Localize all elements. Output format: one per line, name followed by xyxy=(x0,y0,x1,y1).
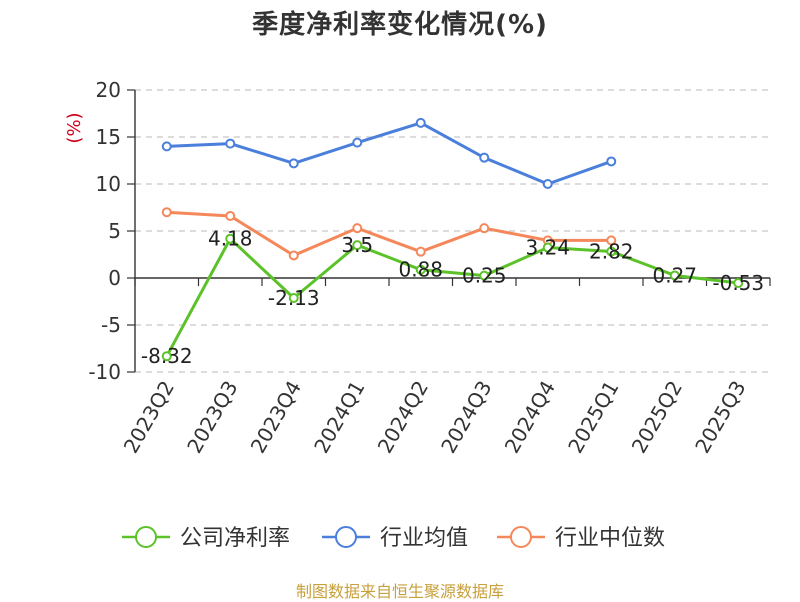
legend-swatch-marker xyxy=(510,526,532,548)
data-point xyxy=(479,223,490,234)
data-point xyxy=(161,351,172,362)
y-tick-label: -10 xyxy=(88,360,121,384)
data-label: -0.53 xyxy=(712,271,764,295)
x-tick-label: 2023Q2 xyxy=(119,377,179,458)
data-point xyxy=(606,156,617,167)
series-line-2 xyxy=(166,210,612,257)
data-label: 3.5 xyxy=(341,233,373,257)
source-footer: 制图数据来自恒生聚源数据库 xyxy=(295,582,504,601)
y-tick-label: 5 xyxy=(108,219,121,243)
x-tick-label: 2025Q2 xyxy=(627,377,687,458)
data-label: -8.32 xyxy=(141,344,193,368)
y-tick-label: 0 xyxy=(108,266,121,290)
x-tick-label: 2024Q4 xyxy=(500,377,560,458)
chart-title: 季度净利率变化情况(%) xyxy=(252,10,548,40)
x-tick-label: 2025Q3 xyxy=(690,377,750,458)
data-label: 3.24 xyxy=(525,236,570,260)
y-tick-label: 15 xyxy=(96,125,121,149)
x-tick-label: 2025Q1 xyxy=(563,377,623,458)
data-point xyxy=(161,141,172,152)
data-point xyxy=(352,223,363,234)
legend: 公司净利率 行业均值 行业中位数 xyxy=(122,526,665,551)
data-point xyxy=(606,246,617,257)
data-point xyxy=(225,138,236,149)
series-line-1 xyxy=(166,121,612,186)
legend-label: 行业中位数 xyxy=(555,526,665,551)
series-line-0 xyxy=(165,237,739,357)
y-tick-label: 20 xyxy=(96,78,121,102)
series xyxy=(161,117,744,362)
data-point xyxy=(415,264,426,275)
data-labels: -8.32 4.18 -2.13 3.5 0.88 0.25 3.24 2.82 0.27 -0.… xyxy=(141,227,764,369)
data-point xyxy=(352,240,363,251)
data-point xyxy=(479,152,490,163)
x-tick-label: 2024Q1 xyxy=(309,377,369,458)
grid-lines xyxy=(135,89,770,373)
data-label: 2.82 xyxy=(589,239,634,263)
legend-item-2: 行业中位数 xyxy=(497,526,665,551)
data-point xyxy=(288,293,299,304)
legend-swatch-marker xyxy=(335,526,357,548)
data-label: -2.13 xyxy=(268,286,320,310)
legend-label: 行业均值 xyxy=(380,526,468,551)
data-point xyxy=(415,246,426,257)
data-point xyxy=(225,233,236,244)
y-axis-label: (%) xyxy=(64,112,85,143)
data-label: 0.25 xyxy=(462,264,507,288)
x-tick-label: 2023Q4 xyxy=(246,377,306,458)
data-point xyxy=(479,270,490,281)
x-tick-label: 2024Q2 xyxy=(373,377,433,458)
data-label: 4.18 xyxy=(208,227,253,251)
data-point xyxy=(733,277,744,288)
legend-item-0: 公司净利率 xyxy=(122,526,290,551)
legend-swatch-marker xyxy=(135,526,157,548)
data-label: 0.27 xyxy=(652,263,697,287)
y-tick-label: -5 xyxy=(101,313,121,337)
data-point xyxy=(542,242,553,253)
data-point xyxy=(669,270,680,281)
x-tick-label: 2024Q3 xyxy=(436,377,496,458)
legend-item-1: 行业均值 xyxy=(322,526,468,551)
data-label: 0.88 xyxy=(398,258,443,282)
data-point xyxy=(225,210,236,221)
data-point xyxy=(288,250,299,261)
data-point xyxy=(415,117,426,128)
data-point xyxy=(606,235,617,246)
legend-label: 公司净利率 xyxy=(180,526,290,551)
data-point xyxy=(352,137,363,148)
data-point xyxy=(288,158,299,169)
data-point xyxy=(161,207,172,218)
data-point xyxy=(542,179,553,189)
y-tick-label: 10 xyxy=(96,172,121,196)
x-tick-label: 2023Q3 xyxy=(182,377,242,458)
